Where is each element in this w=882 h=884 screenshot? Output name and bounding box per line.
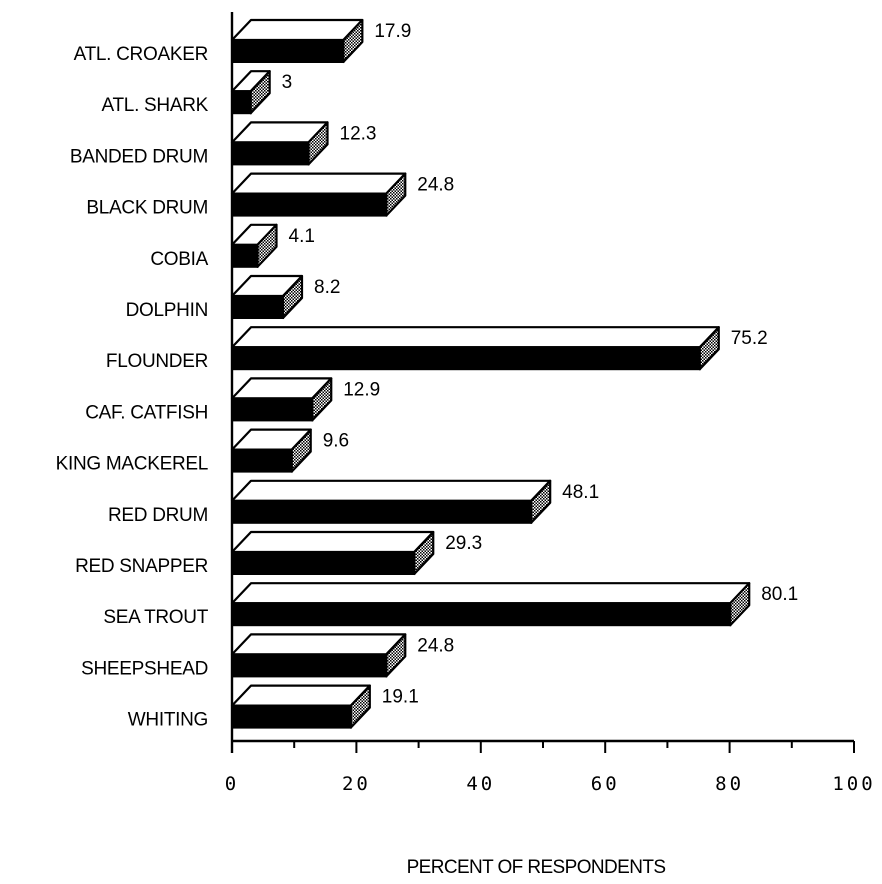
category-label: KING MACKEREL <box>56 454 208 475</box>
x-tick-label: 60 <box>591 773 620 795</box>
bar-front-face <box>231 90 252 115</box>
bar-front-face <box>231 295 285 319</box>
category-labels: 17.9 ATL. CROAKER 3 ATL. SHARK 12.3 BANDED DR… <box>56 21 799 731</box>
category-label: RED DRUM <box>108 505 208 526</box>
bar-top-face <box>230 582 751 605</box>
bars-layer <box>230 18 751 729</box>
data-label: 12.3 <box>340 123 377 144</box>
x-tick-label: 100 <box>832 773 875 795</box>
x-axis: 0 20 40 60 80 100 <box>225 12 875 795</box>
bar-top-face <box>230 18 364 42</box>
bar <box>230 479 552 524</box>
category-label: DOLPHIN <box>126 300 208 321</box>
bar-front-face <box>231 704 352 729</box>
bar <box>230 70 271 115</box>
bar-top-face <box>230 633 407 656</box>
bar <box>230 633 407 678</box>
category-label: ATL. SHARK <box>102 95 209 116</box>
category-label: ATL. CROAKER <box>74 44 208 65</box>
category-label: BANDED DRUM <box>70 146 208 167</box>
bar-front-face <box>231 397 314 422</box>
x-tick-label: 0 <box>225 773 239 795</box>
category-label: SHEEPSHEAD <box>81 658 208 679</box>
data-label: 24.8 <box>417 175 454 196</box>
data-label: 19.1 <box>382 687 419 708</box>
bar-top-face <box>230 172 407 195</box>
bar-front-face <box>231 346 701 371</box>
bar-front-face <box>231 499 533 524</box>
data-label: 75.2 <box>731 328 768 349</box>
bar-top-face <box>230 530 435 554</box>
bar-top-face <box>230 479 552 502</box>
data-label: 4.1 <box>289 226 315 247</box>
bar <box>230 582 751 627</box>
data-label: 12.9 <box>343 379 380 400</box>
bar-front-face <box>231 602 732 627</box>
bar-front-face <box>231 448 293 473</box>
bar-front-face <box>231 243 259 268</box>
bar-front-face <box>231 192 388 217</box>
bar <box>230 18 364 64</box>
data-label: 29.3 <box>445 533 482 554</box>
bar-top-face <box>230 326 720 349</box>
category-label: COBIA <box>150 249 208 270</box>
category-label: CAF. CATFISH <box>85 402 208 423</box>
bar-front-face <box>231 39 345 63</box>
data-label: 48.1 <box>562 482 599 503</box>
data-label: 8.2 <box>314 277 340 298</box>
bar-top-face <box>230 684 371 707</box>
data-label: 24.8 <box>417 635 454 656</box>
bar-front-face <box>231 141 310 166</box>
bar-front-face <box>231 653 388 678</box>
bar <box>230 684 371 729</box>
data-label: 9.6 <box>323 431 349 452</box>
bar <box>230 428 312 473</box>
category-label: FLOUNDER <box>106 351 208 372</box>
x-axis-title: PERCENT OF RESPONDENTS <box>407 857 666 878</box>
bar <box>230 223 278 268</box>
category-label: RED SNAPPER <box>75 556 208 577</box>
x-tick-label: 80 <box>715 773 744 795</box>
data-label: 3 <box>282 72 293 93</box>
category-label: BLACK DRUM <box>86 198 208 219</box>
bar <box>230 377 333 422</box>
bar <box>230 274 304 320</box>
category-label: SEA TROUT <box>103 607 208 628</box>
bar <box>230 172 407 217</box>
bar <box>230 326 720 371</box>
x-tick-label: 40 <box>466 773 495 795</box>
bar <box>230 530 435 576</box>
data-label: 17.9 <box>374 21 411 42</box>
x-tick-label: 20 <box>342 773 371 795</box>
category-label: WHITING <box>128 710 208 731</box>
bar-front-face <box>231 551 416 575</box>
data-label: 80.1 <box>761 584 798 605</box>
bar <box>230 121 329 166</box>
